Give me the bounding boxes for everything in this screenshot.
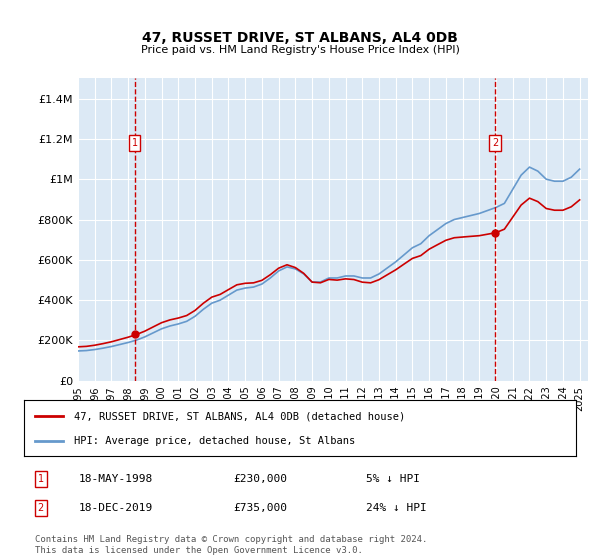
Text: HPI: Average price, detached house, St Albans: HPI: Average price, detached house, St A… bbox=[74, 436, 355, 446]
Text: 47, RUSSET DRIVE, ST ALBANS, AL4 0DB: 47, RUSSET DRIVE, ST ALBANS, AL4 0DB bbox=[142, 31, 458, 45]
Text: 18-MAY-1998: 18-MAY-1998 bbox=[79, 474, 154, 484]
Text: £230,000: £230,000 bbox=[234, 474, 288, 484]
Text: 18-DEC-2019: 18-DEC-2019 bbox=[79, 503, 154, 513]
Text: £735,000: £735,000 bbox=[234, 503, 288, 513]
Text: Price paid vs. HM Land Registry's House Price Index (HPI): Price paid vs. HM Land Registry's House … bbox=[140, 45, 460, 55]
Text: 1: 1 bbox=[131, 138, 137, 148]
Text: 47, RUSSET DRIVE, ST ALBANS, AL4 0DB (detached house): 47, RUSSET DRIVE, ST ALBANS, AL4 0DB (de… bbox=[74, 411, 405, 421]
Text: 2: 2 bbox=[37, 503, 44, 513]
Text: Contains HM Land Registry data © Crown copyright and database right 2024.
This d: Contains HM Land Registry data © Crown c… bbox=[35, 535, 427, 555]
Text: 1: 1 bbox=[37, 474, 44, 484]
Text: 2: 2 bbox=[492, 138, 499, 148]
Text: 5% ↓ HPI: 5% ↓ HPI bbox=[366, 474, 420, 484]
Text: 24% ↓ HPI: 24% ↓ HPI bbox=[366, 503, 427, 513]
